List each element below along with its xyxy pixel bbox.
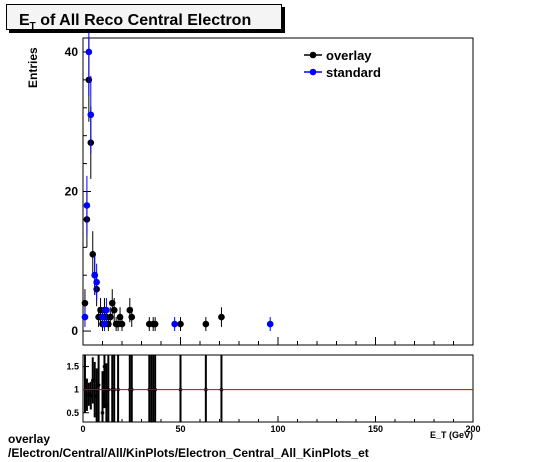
standard-data-point <box>81 313 89 321</box>
x-tick-label: 0 <box>80 424 85 434</box>
ratio-data-point <box>90 378 95 383</box>
overlay-data-point <box>151 320 159 328</box>
y-tick-label: 0 <box>71 324 78 338</box>
overlay-data-point <box>177 320 184 328</box>
x-axis-label: E_T (GeV) <box>430 430 473 440</box>
overlay-data-point <box>81 299 89 307</box>
main-plot-frame <box>82 37 474 346</box>
y-axis-label: Entries <box>26 47 40 88</box>
overlay-data-point <box>118 320 126 328</box>
x-tick-label: 100 <box>270 424 285 434</box>
x-tick-label: 150 <box>368 424 383 434</box>
standard-data-point <box>266 320 274 328</box>
ratio-data-point <box>96 383 101 387</box>
ratio-data-point <box>104 403 109 407</box>
overlay-data-point <box>128 313 136 321</box>
legend-marker <box>309 68 317 76</box>
legend-label: standard <box>326 65 381 80</box>
legend-label: overlay <box>326 48 372 63</box>
footer-label: overlay <box>8 432 51 446</box>
standard-data-point <box>85 48 93 56</box>
chart-title-box: ET of All Reco Central Electron <box>6 4 282 33</box>
y-tick-label: 20 <box>65 185 79 199</box>
ratio-y-tick-label: 1 <box>74 385 79 395</box>
ratio-plot-frame <box>82 354 474 423</box>
standard-data-point <box>93 278 100 286</box>
chart-title: ET of All Reco Central Electron <box>19 12 252 33</box>
ratio-data-point <box>89 393 93 398</box>
standard-data-point <box>83 202 91 209</box>
overlay-data-point <box>202 320 210 328</box>
standard-data-point <box>87 111 95 119</box>
ratio-data-point <box>94 394 99 398</box>
y-tick-label: 40 <box>65 45 79 59</box>
standard-data-point <box>103 306 110 314</box>
x-tick-label: 200 <box>465 424 480 434</box>
legend-marker <box>309 51 317 59</box>
overlay-data-point <box>110 306 118 314</box>
ratio-data-point <box>100 410 105 415</box>
standard-data-point <box>101 320 108 328</box>
ratio-y-tick-label: 1.5 <box>66 362 79 372</box>
ratio-y-tick-label: 0.5 <box>66 408 79 418</box>
x-tick-label: 50 <box>175 424 185 434</box>
overlay-data-point <box>218 313 225 321</box>
standard-data-point <box>171 320 178 328</box>
footer-path: /Electron/Central/All/KinPlots/Electron_… <box>8 446 369 460</box>
ratio-data-point <box>102 364 107 369</box>
